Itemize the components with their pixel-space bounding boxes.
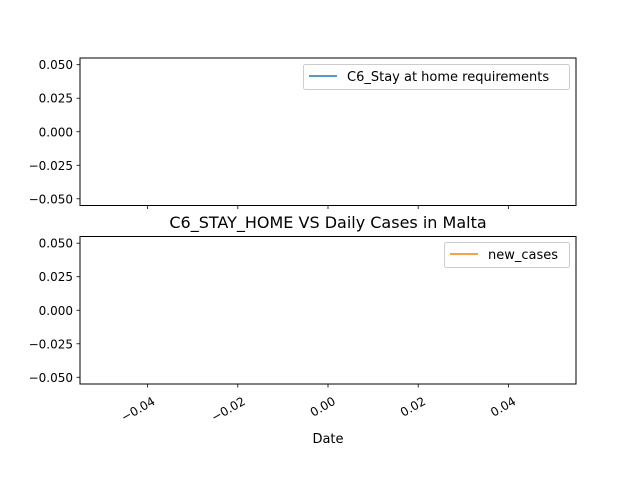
legend-label-new-cases: new_cases [488, 248, 558, 263]
x-axis-label: Date [312, 432, 343, 447]
subplot-top: 0.050 0.025 0.000 −0.025 −0.050 C6_Stay at h… [29, 57, 577, 209]
y-tick-label: 0.050 [39, 58, 73, 72]
legend-box-top [303, 64, 570, 90]
y-tick-label: 0.000 [39, 304, 73, 318]
y-tick-label: −0.025 [29, 159, 73, 173]
y-tick-label: −0.025 [29, 337, 73, 351]
y-tick-label: 0.025 [39, 270, 73, 284]
legend-bottom: new_cases [444, 242, 570, 268]
y-tick-label: −0.050 [29, 192, 73, 206]
y-axis-ticks-top: 0.050 0.025 0.000 −0.025 −0.050 [29, 58, 80, 206]
legend-box-bottom [444, 242, 570, 268]
y-axis-ticks-bottom: 0.050 0.025 0.000 −0.025 −0.050 [29, 237, 80, 385]
y-tick-label: 0.025 [39, 92, 73, 106]
chart-title: C6_STAY_HOME VS Daily Cases in Malta [169, 213, 486, 233]
y-tick-label: 0.000 [39, 125, 73, 139]
x-axis-ticks-top [147, 205, 509, 209]
y-tick-label: 0.050 [39, 237, 73, 251]
y-tick-label: −0.050 [29, 371, 73, 385]
legend-top: C6_Stay at home requirements [303, 64, 570, 90]
legend-label-c6-stay-home: C6_Stay at home requirements [347, 70, 549, 85]
